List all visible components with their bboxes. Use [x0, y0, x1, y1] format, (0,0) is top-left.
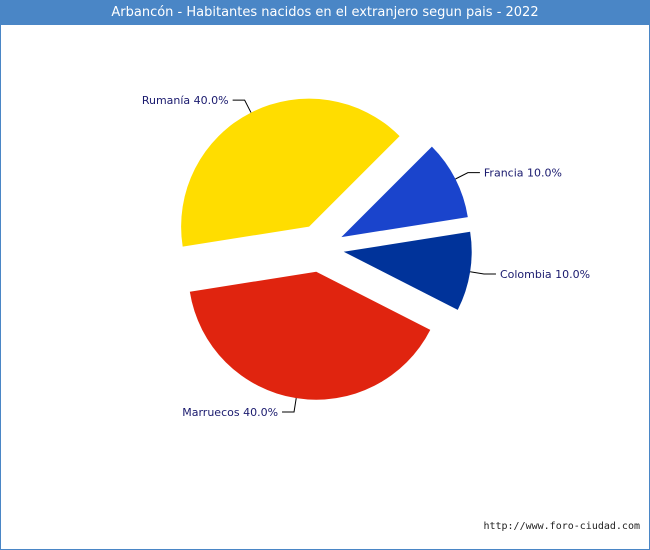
slice-label-marruecos: Marruecos 40.0%	[182, 406, 278, 419]
leader-line-francia	[455, 172, 480, 180]
pie-slice-marruecos	[189, 271, 431, 400]
leader-line-rumanía	[232, 99, 252, 113]
chart-title: Arbancón - Habitantes nacidos en el extr…	[1, 1, 649, 25]
pie-slice-francia	[341, 146, 468, 238]
pie-slice-rumanía	[181, 98, 400, 247]
slice-label-colombia: Colombia 10.0%	[500, 268, 590, 281]
leader-line-colombia	[470, 271, 496, 275]
slice-label-rumanía: Rumanía 40.0%	[142, 94, 229, 107]
leader-line-marruecos	[282, 398, 297, 413]
source-credit: http://www.foro-ciudad.com	[483, 521, 640, 532]
slice-label-francia: Francia 10.0%	[484, 167, 562, 180]
pie-slice-colombia	[343, 231, 472, 310]
